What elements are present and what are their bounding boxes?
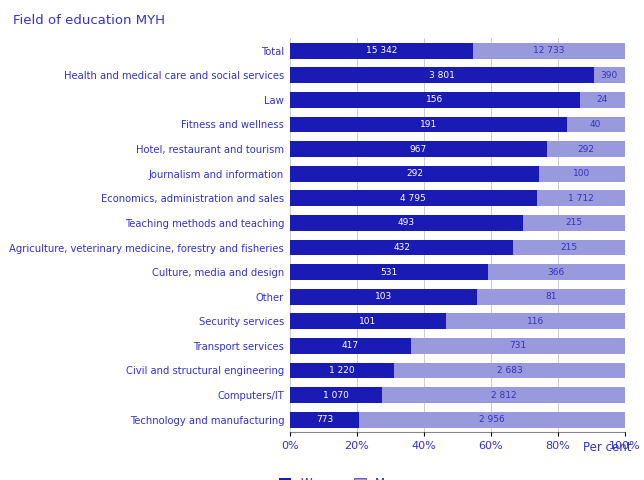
Text: 101: 101 <box>359 317 376 326</box>
Bar <box>290 313 446 329</box>
Bar <box>412 338 625 354</box>
Text: 40: 40 <box>590 120 601 129</box>
Bar <box>536 190 625 206</box>
Bar <box>290 67 594 84</box>
Bar <box>290 362 395 379</box>
Text: 215: 215 <box>565 218 582 228</box>
Bar <box>290 190 536 206</box>
Text: Per cent: Per cent <box>583 441 631 454</box>
Bar <box>513 240 625 255</box>
Bar <box>290 412 359 428</box>
Text: 4 795: 4 795 <box>401 194 426 203</box>
Bar <box>290 215 523 231</box>
Legend: Women, Men: Women, Men <box>279 477 400 480</box>
Bar <box>290 264 488 280</box>
Text: 81: 81 <box>545 292 556 301</box>
Bar <box>395 362 625 379</box>
Text: 773: 773 <box>316 415 333 424</box>
Bar <box>488 264 625 280</box>
Text: 292: 292 <box>577 144 594 154</box>
Bar <box>477 288 625 305</box>
Bar <box>547 141 625 157</box>
Text: 417: 417 <box>342 341 359 350</box>
Text: 15 342: 15 342 <box>366 46 397 55</box>
Text: 191: 191 <box>420 120 437 129</box>
Text: 156: 156 <box>426 96 444 105</box>
Bar <box>523 215 625 231</box>
Bar <box>539 166 625 182</box>
Text: 24: 24 <box>597 96 608 105</box>
Text: 366: 366 <box>548 268 565 276</box>
Text: 100: 100 <box>573 169 591 178</box>
Text: 3 801: 3 801 <box>429 71 455 80</box>
Text: 432: 432 <box>393 243 410 252</box>
Bar <box>446 313 625 329</box>
Text: 2 683: 2 683 <box>497 366 522 375</box>
Bar <box>290 240 513 255</box>
Text: 215: 215 <box>560 243 578 252</box>
Text: Field of education MYH: Field of education MYH <box>13 14 165 27</box>
Text: 116: 116 <box>527 317 544 326</box>
Bar <box>382 387 625 403</box>
Bar <box>594 67 625 84</box>
Text: 390: 390 <box>600 71 618 80</box>
Bar <box>290 117 567 132</box>
Text: 12 733: 12 733 <box>533 46 565 55</box>
Text: 1 712: 1 712 <box>568 194 594 203</box>
Bar <box>290 288 477 305</box>
Text: 493: 493 <box>398 218 415 228</box>
Bar <box>290 43 473 59</box>
Text: 1 070: 1 070 <box>323 391 349 399</box>
Text: 967: 967 <box>410 144 427 154</box>
Bar <box>290 387 382 403</box>
Bar <box>473 43 625 59</box>
Text: 2 956: 2 956 <box>479 415 505 424</box>
Bar <box>290 166 539 182</box>
Text: 531: 531 <box>381 268 397 276</box>
Text: 292: 292 <box>406 169 423 178</box>
Text: 731: 731 <box>509 341 527 350</box>
Text: 2 812: 2 812 <box>491 391 516 399</box>
Bar <box>567 117 625 132</box>
Bar <box>290 141 547 157</box>
Text: 1 220: 1 220 <box>329 366 355 375</box>
Text: 103: 103 <box>375 292 392 301</box>
Bar <box>580 92 625 108</box>
Bar <box>290 92 580 108</box>
Bar <box>290 338 412 354</box>
Bar <box>359 412 625 428</box>
